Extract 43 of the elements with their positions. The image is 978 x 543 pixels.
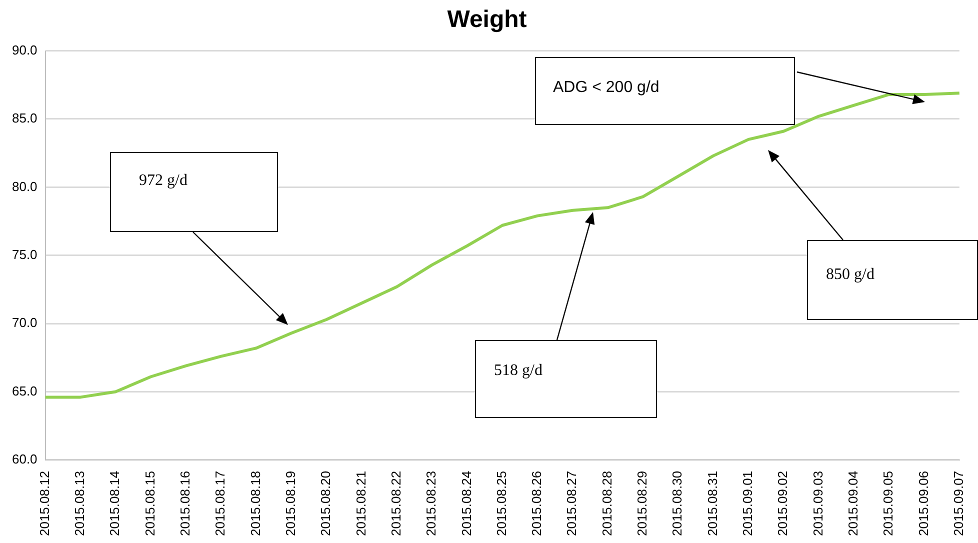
x-tick-label: 2015.08.28: [599, 470, 614, 536]
x-tick-label: 2015.08.22: [388, 470, 404, 536]
x-tick-label: 2015.08.14: [107, 470, 122, 536]
x-tick-label: 2015.08.12: [36, 470, 52, 536]
x-tick-label: 2015.09.01: [740, 470, 756, 536]
annotation: 518 g/d: [494, 361, 542, 381]
x-tick-label: 2015.08.15: [142, 470, 158, 536]
x-tick-label: 2015.08.20: [318, 470, 334, 536]
note-box: 972 g/d: [110, 152, 278, 232]
x-tick-label: 2015.08.21: [353, 470, 368, 536]
x-tick-label: 2015.08.24: [458, 470, 474, 536]
x-tick-label: 2015.08.23: [424, 470, 439, 536]
x-tick-label: 2015.08.30: [670, 470, 685, 536]
x-tick-label: 2015.08.27: [564, 470, 580, 536]
y-tick-label: 85.0: [12, 110, 38, 126]
x-tick-label: 2015.08.26: [529, 470, 544, 536]
x-tick-label: 2015.08.29: [634, 470, 650, 536]
x-tick-label: 2015.08.25: [494, 470, 509, 536]
x-tick-label: 2015.09.07: [950, 470, 966, 536]
annotation: 850 g/d: [826, 265, 874, 285]
y-tick-label: 60.0: [12, 452, 38, 467]
chart-title: Weight: [447, 6, 527, 34]
x-tick-label: 2015.08.16: [178, 470, 193, 536]
annotation: ADG < 200 g/d: [553, 78, 660, 98]
x-tick-label: 2015.08.17: [212, 470, 228, 536]
x-tick-label: 2015.09.05: [880, 470, 896, 536]
x-tick-label: 2015.09.04: [846, 470, 861, 536]
annotation: 972 g/d: [139, 171, 188, 191]
y-tick-label: 90.0: [12, 42, 38, 58]
note-box: 850 g/d: [807, 240, 978, 320]
x-tick-label: 2015.09.03: [810, 470, 826, 536]
note-box: ADG < 200 g/d: [535, 57, 795, 125]
y-tick-label: 75.0: [12, 246, 38, 262]
x-tick-label: 2015.08.13: [72, 470, 88, 536]
x-tick-label: 2015.09.02: [775, 470, 790, 536]
x-tick-label: 2015.08.19: [282, 470, 298, 536]
y-tick-label: 65.0: [12, 383, 38, 398]
x-tick-label: 2015.08.31: [704, 470, 720, 536]
y-tick-label: 70.0: [12, 315, 38, 330]
x-tick-label: 2015.08.18: [248, 470, 263, 536]
note-box: 518 g/d: [475, 340, 657, 418]
y-tick-label: 80.0: [12, 178, 38, 194]
x-tick-label: 2015.09.06: [916, 470, 931, 536]
